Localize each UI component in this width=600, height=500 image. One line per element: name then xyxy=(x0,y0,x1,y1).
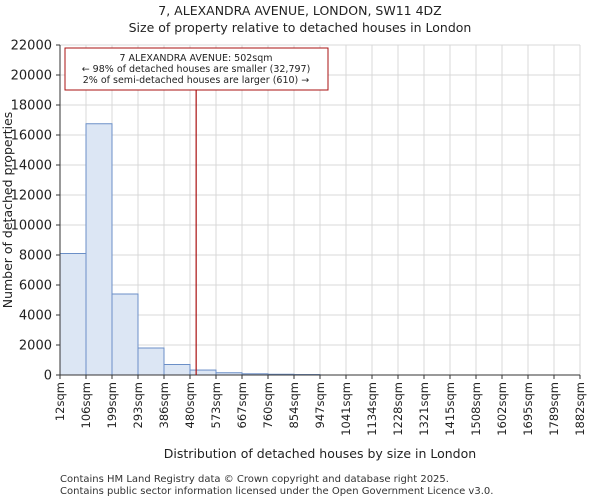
chart-title: 7, ALEXANDRA AVENUE, LONDON, SW11 4DZ xyxy=(158,3,441,18)
x-tick-label-1602sqm: 1602sqm xyxy=(495,382,509,436)
bar-199sqm xyxy=(111,293,139,376)
y-tick-label-1: 2000 xyxy=(19,339,52,354)
x-tick-label-293sqm: 293sqm xyxy=(131,382,145,428)
y-tick-label-10: 20000 xyxy=(11,69,52,84)
x-tick-label-667sqm: 667sqm xyxy=(235,382,249,428)
x-tick-label-1415sqm: 1415sqm xyxy=(443,382,457,436)
x-tick-label-573sqm: 573sqm xyxy=(209,382,223,428)
x-tick-label-1882sqm: 1882sqm xyxy=(573,382,587,436)
x-axis-label: Distribution of detached houses by size … xyxy=(164,446,476,461)
y-tick-label-5: 10000 xyxy=(11,219,52,234)
x-tick-label-1508sqm: 1508sqm xyxy=(469,382,483,436)
bar-12sqm xyxy=(59,253,87,376)
x-axis-ticks: 12sqm 106sqm 199sqm 293sqm 386sqm 480sqm 573sq… xyxy=(53,375,587,436)
annotation-line-2: ← 98% of detached houses are smaller (32… xyxy=(82,64,311,75)
y-tick-label-11: 22000 xyxy=(11,39,52,54)
annotation-line-3: 2% of semi-detached houses are larger (6… xyxy=(83,75,310,86)
bars xyxy=(59,123,321,376)
x-tick-label-386sqm: 386sqm xyxy=(157,382,171,428)
annotation-line-1: 7 ALEXANDRA AVENUE: 502sqm xyxy=(119,53,272,64)
bar-386sqm xyxy=(163,364,191,376)
x-tick-label-12sqm: 12sqm xyxy=(53,382,67,421)
x-tick-label-854sqm: 854sqm xyxy=(287,382,301,428)
x-tick-label-1789sqm: 1789sqm xyxy=(547,382,561,436)
annotation-box: 7 ALEXANDRA AVENUE: 502sqm ← 98% of deta… xyxy=(64,47,329,91)
bar-106sqm xyxy=(85,123,113,376)
chart-subtitle: Size of property relative to detached ho… xyxy=(129,20,472,35)
x-tick-label-947sqm: 947sqm xyxy=(313,382,327,428)
y-axis-label: Number of detached properties xyxy=(0,112,15,309)
footer-line-1: Contains HM Land Registry data © Crown c… xyxy=(60,474,449,485)
y-axis-ticks: 0 2000 4000 6000 8000 10000 12000 14000 16000 180… xyxy=(11,39,60,384)
x-tick-label-1695sqm: 1695sqm xyxy=(521,382,535,436)
x-tick-label-760sqm: 760sqm xyxy=(261,382,275,428)
x-tick-label-1134sqm: 1134sqm xyxy=(365,382,379,436)
bar-480sqm xyxy=(189,369,217,376)
x-tick-label-1321sqm: 1321sqm xyxy=(417,382,431,436)
y-tick-label-6: 12000 xyxy=(11,189,52,204)
x-tick-label-480sqm: 480sqm xyxy=(183,382,197,428)
footer-line-2: Contains public sector information licen… xyxy=(60,486,493,497)
y-tick-label-2: 4000 xyxy=(19,309,52,324)
y-tick-label-4: 8000 xyxy=(19,249,52,264)
y-tick-label-8: 16000 xyxy=(11,129,52,144)
y-tick-label-7: 14000 xyxy=(11,159,52,174)
x-tick-label-1041sqm: 1041sqm xyxy=(339,382,353,436)
bar-293sqm xyxy=(137,347,165,376)
y-tick-label-3: 6000 xyxy=(19,279,52,294)
axes xyxy=(59,45,580,376)
y-tick-label-9: 18000 xyxy=(11,99,52,114)
annotation-frame xyxy=(64,47,329,91)
x-tick-label-1228sqm: 1228sqm xyxy=(391,382,405,436)
x-tick-label-106sqm: 106sqm xyxy=(79,382,93,428)
y-tick-label-0: 0 xyxy=(44,369,52,384)
x-tick-label-199sqm: 199sqm xyxy=(105,382,119,428)
